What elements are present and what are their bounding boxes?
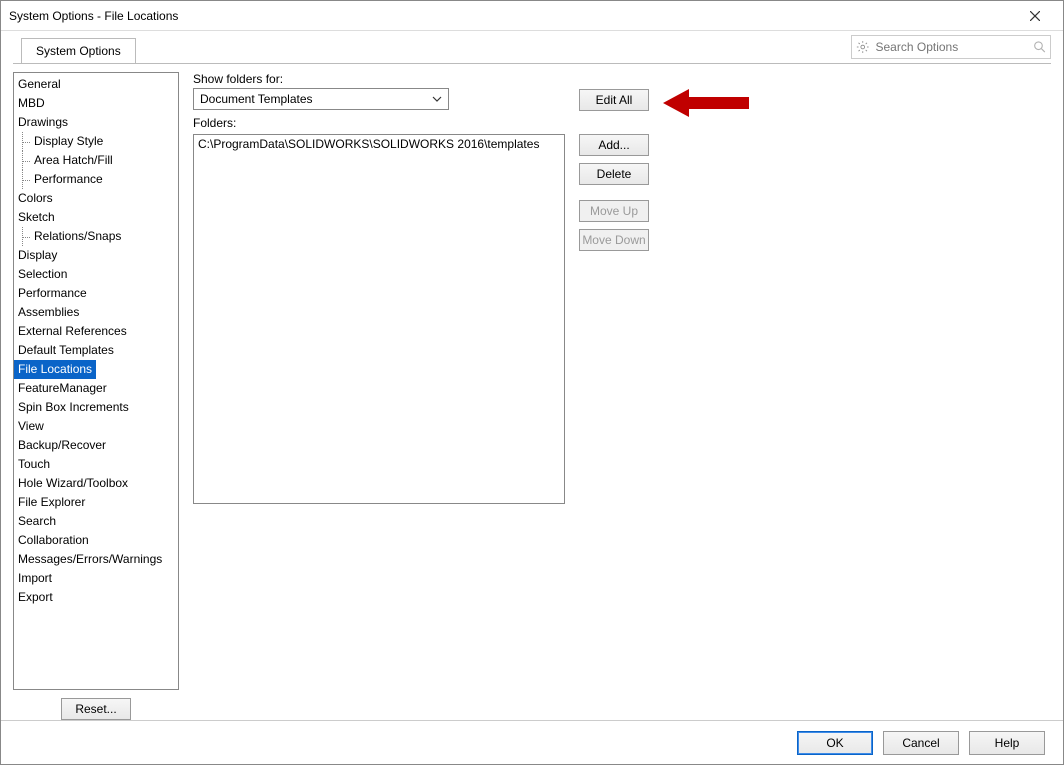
tabstrip: System Options [1, 31, 1063, 63]
titlebar: System Options - File Locations [1, 1, 1063, 31]
tree-item[interactable]: Area Hatch/Fill [14, 151, 178, 170]
tree-item[interactable]: FeatureManager [14, 379, 178, 398]
tree-item[interactable]: Colors [14, 189, 178, 208]
gear-icon [856, 40, 870, 54]
tree-item[interactable]: Assemblies [14, 303, 178, 322]
content-area: GeneralMBDDrawingsDisplay StyleArea Hatc… [13, 63, 1051, 720]
chevron-down-icon [432, 94, 442, 104]
tree-item[interactable]: Drawings [14, 113, 178, 132]
tree-item[interactable]: Import [14, 569, 178, 588]
tree-item[interactable]: File Locations [14, 360, 96, 379]
show-folders-dropdown[interactable]: Document Templates [193, 88, 449, 110]
reset-row: Reset... [13, 690, 179, 720]
search-input[interactable] [874, 39, 1033, 55]
tree-item[interactable]: Collaboration [14, 531, 178, 550]
cancel-button[interactable]: Cancel [883, 731, 959, 755]
add-button[interactable]: Add... [579, 134, 649, 156]
tree-item[interactable]: General [14, 75, 178, 94]
tree-item[interactable]: Hole Wizard/Toolbox [14, 474, 178, 493]
right-pane: Show folders for: Document Templates Fol… [193, 72, 1051, 720]
reset-button[interactable]: Reset... [61, 698, 131, 720]
dropdown-selected: Document Templates [200, 92, 313, 106]
tree-item[interactable]: Performance [14, 284, 178, 303]
folders-listbox[interactable]: C:\ProgramData\SOLIDWORKS\SOLIDWORKS 201… [193, 134, 565, 504]
tree-item[interactable]: Default Templates [14, 341, 178, 360]
folder-buttons: Edit All Add... Delete Move Up Move Down [579, 72, 649, 251]
search-icon [1033, 40, 1047, 54]
tree-item[interactable]: Search [14, 512, 178, 531]
tree-item[interactable]: Display Style [14, 132, 178, 151]
dialog-footer: OK Cancel Help [1, 720, 1063, 764]
window-title: System Options - File Locations [9, 9, 1015, 23]
help-button[interactable]: Help [969, 731, 1045, 755]
folders-list-item[interactable]: C:\ProgramData\SOLIDWORKS\SOLIDWORKS 201… [198, 137, 560, 151]
tree-item[interactable]: Relations/Snaps [14, 227, 178, 246]
tree-item[interactable]: Selection [14, 265, 178, 284]
annotation-arrow-icon [663, 86, 753, 120]
delete-button[interactable]: Delete [579, 163, 649, 185]
tree-item[interactable]: Export [14, 588, 178, 607]
tree-item[interactable]: Display [14, 246, 178, 265]
tree-item[interactable]: Sketch [14, 208, 178, 227]
ok-button[interactable]: OK [797, 731, 873, 755]
options-tree[interactable]: GeneralMBDDrawingsDisplay StyleArea Hatc… [13, 72, 179, 690]
tree-item[interactable]: Backup/Recover [14, 436, 178, 455]
tree-item[interactable]: Performance [14, 170, 178, 189]
close-icon [1030, 11, 1040, 21]
close-button[interactable] [1015, 2, 1055, 30]
system-options-window: System Options - File Locations System O… [0, 0, 1064, 765]
move-up-button[interactable]: Move Up [579, 200, 649, 222]
tree-item[interactable]: View [14, 417, 178, 436]
left-pane: GeneralMBDDrawingsDisplay StyleArea Hatc… [13, 72, 179, 720]
move-down-button[interactable]: Move Down [579, 229, 649, 251]
tree-item[interactable]: External References [14, 322, 178, 341]
tab-system-options[interactable]: System Options [21, 38, 136, 64]
tree-item[interactable]: MBD [14, 94, 178, 113]
edit-all-button[interactable]: Edit All [579, 89, 649, 111]
search-options[interactable] [851, 35, 1051, 59]
tree-item[interactable]: Spin Box Increments [14, 398, 178, 417]
tree-item[interactable]: Messages/Errors/Warnings [14, 550, 178, 569]
tree-item[interactable]: Touch [14, 455, 178, 474]
tree-item[interactable]: File Explorer [14, 493, 178, 512]
